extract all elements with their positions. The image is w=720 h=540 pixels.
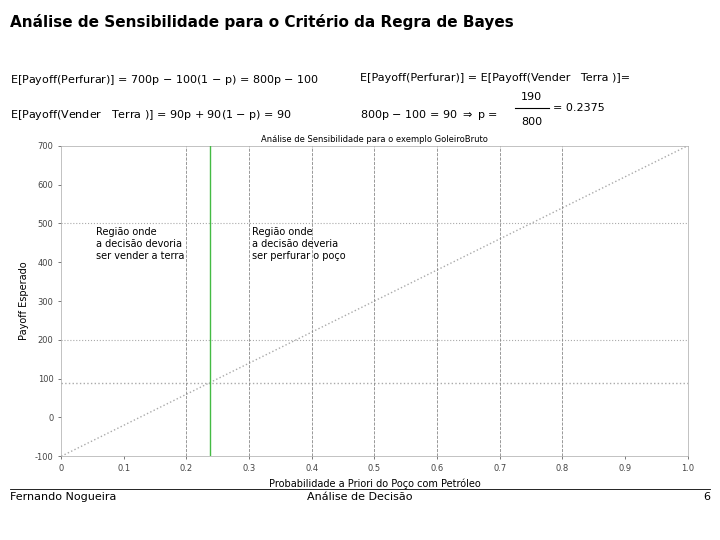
Y-axis label: Payoff Esperado: Payoff Esperado — [19, 262, 30, 340]
Text: E[Payoff(Perfurar)] = 700p $-$ 100(1 $-$ p) = 800p $-$ 100: E[Payoff(Perfurar)] = 700p $-$ 100(1 $-$… — [10, 73, 320, 87]
Text: 800: 800 — [521, 117, 542, 127]
Title: Análise de Sensibilidade para o exemplo GoleiroBruto: Análise de Sensibilidade para o exemplo … — [261, 134, 488, 144]
Text: 800p $-$ 100 = 90 $\Rightarrow$ p =: 800p $-$ 100 = 90 $\Rightarrow$ p = — [360, 108, 498, 122]
X-axis label: Probabilidade a Priori do Poço com Petróleo: Probabilidade a Priori do Poço com Petró… — [269, 478, 480, 489]
Text: Região onde
a decisão devoria
ser vender a terra: Região onde a decisão devoria ser vender… — [96, 227, 184, 260]
Text: = 0.2375: = 0.2375 — [553, 103, 605, 113]
Text: Fernando Nogueira: Fernando Nogueira — [10, 492, 117, 503]
Text: 190: 190 — [521, 91, 542, 102]
Text: Região onde
a decisão deveria
ser perfurar o poço: Região onde a decisão deveria ser perfur… — [252, 227, 346, 260]
Text: E[Payoff(Perfurar)] = E[Payoff(Vender   Terra )]=: E[Payoff(Perfurar)] = E[Payoff(Vender Te… — [360, 73, 630, 83]
Text: Análise de Decisão: Análise de Decisão — [307, 492, 413, 503]
Text: 6: 6 — [703, 492, 710, 503]
Text: Análise de Sensibilidade para o Critério da Regra de Bayes: Análise de Sensibilidade para o Critério… — [10, 14, 514, 30]
Text: E[Payoff(Vender   Terra )] = 90p + 90(1 $-$ p) = 90: E[Payoff(Vender Terra )] = 90p + 90(1 $-… — [10, 108, 292, 122]
